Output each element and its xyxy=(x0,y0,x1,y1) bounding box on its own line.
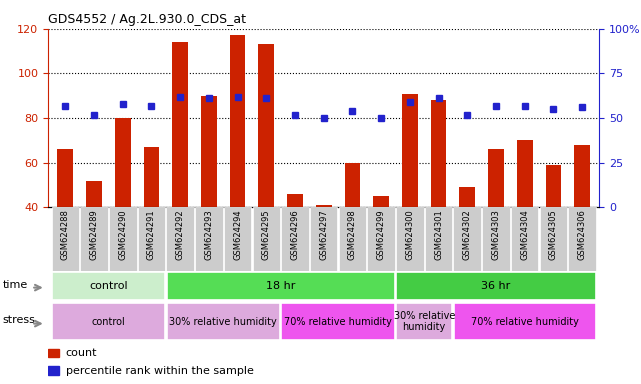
Bar xyxy=(517,141,533,207)
Text: GSM624304: GSM624304 xyxy=(520,209,529,260)
Text: GSM624292: GSM624292 xyxy=(176,209,185,260)
Bar xyxy=(115,118,131,207)
Text: percentile rank within the sample: percentile rank within the sample xyxy=(66,366,254,376)
Bar xyxy=(540,207,567,271)
Bar xyxy=(167,207,194,271)
Text: control: control xyxy=(89,281,128,291)
Bar xyxy=(396,272,595,300)
Text: GSM624295: GSM624295 xyxy=(262,209,271,260)
Text: 36 hr: 36 hr xyxy=(481,281,511,291)
Bar xyxy=(167,272,395,300)
Text: GSM624288: GSM624288 xyxy=(61,209,70,260)
Bar xyxy=(367,207,395,271)
Bar xyxy=(48,349,60,358)
Text: GSM624300: GSM624300 xyxy=(405,209,414,260)
Text: control: control xyxy=(92,316,125,327)
Bar xyxy=(453,207,481,271)
Bar xyxy=(86,180,102,207)
Text: 30% relative humidity: 30% relative humidity xyxy=(169,316,277,327)
Bar xyxy=(253,207,280,271)
Bar xyxy=(402,94,418,207)
Bar xyxy=(58,149,73,207)
Text: GSM624291: GSM624291 xyxy=(147,209,156,260)
Text: GSM624289: GSM624289 xyxy=(90,209,99,260)
Bar xyxy=(144,147,160,207)
Bar xyxy=(344,163,360,207)
Bar xyxy=(224,207,251,271)
Text: 30% relative
humidity: 30% relative humidity xyxy=(394,311,455,333)
Text: stress: stress xyxy=(3,314,35,324)
Bar xyxy=(167,303,279,340)
Text: GSM624299: GSM624299 xyxy=(377,209,386,260)
Bar xyxy=(281,303,395,340)
Text: GSM624302: GSM624302 xyxy=(463,209,472,260)
Bar xyxy=(310,207,338,271)
Text: GSM624296: GSM624296 xyxy=(290,209,299,260)
Text: GSM624303: GSM624303 xyxy=(492,209,501,260)
Text: GSM624301: GSM624301 xyxy=(434,209,443,260)
Bar xyxy=(569,207,596,271)
Text: count: count xyxy=(66,348,97,358)
Bar xyxy=(425,207,453,271)
Bar xyxy=(281,207,309,271)
Bar xyxy=(396,303,452,340)
Bar xyxy=(48,366,60,375)
Text: GDS4552 / Ag.2L.930.0_CDS_at: GDS4552 / Ag.2L.930.0_CDS_at xyxy=(48,13,246,26)
Bar xyxy=(258,45,274,207)
Text: time: time xyxy=(3,280,28,290)
Bar xyxy=(109,207,137,271)
Bar xyxy=(482,207,510,271)
Text: 70% relative humidity: 70% relative humidity xyxy=(284,316,392,327)
Bar xyxy=(80,207,108,271)
Bar xyxy=(545,165,562,207)
Bar xyxy=(460,187,475,207)
Bar xyxy=(195,207,222,271)
Bar xyxy=(488,149,504,207)
Bar xyxy=(431,100,446,207)
Bar xyxy=(172,42,188,207)
Bar xyxy=(511,207,538,271)
Text: GSM624290: GSM624290 xyxy=(118,209,127,260)
Bar xyxy=(201,96,217,207)
Bar xyxy=(138,207,165,271)
Text: 18 hr: 18 hr xyxy=(266,281,296,291)
Bar xyxy=(396,207,424,271)
Bar xyxy=(229,35,246,207)
Text: GSM624298: GSM624298 xyxy=(348,209,357,260)
Bar xyxy=(52,272,165,300)
Bar xyxy=(287,194,303,207)
Text: 70% relative humidity: 70% relative humidity xyxy=(470,316,579,327)
Bar xyxy=(52,303,165,340)
Text: GSM624305: GSM624305 xyxy=(549,209,558,260)
Text: GSM624293: GSM624293 xyxy=(204,209,213,260)
Text: GSM624294: GSM624294 xyxy=(233,209,242,260)
Text: GSM624297: GSM624297 xyxy=(319,209,328,260)
Bar xyxy=(51,207,79,271)
Bar xyxy=(316,205,331,207)
Bar xyxy=(338,207,366,271)
Text: GSM624306: GSM624306 xyxy=(578,209,587,260)
Bar xyxy=(373,196,389,207)
Bar xyxy=(574,145,590,207)
Bar xyxy=(454,303,595,340)
